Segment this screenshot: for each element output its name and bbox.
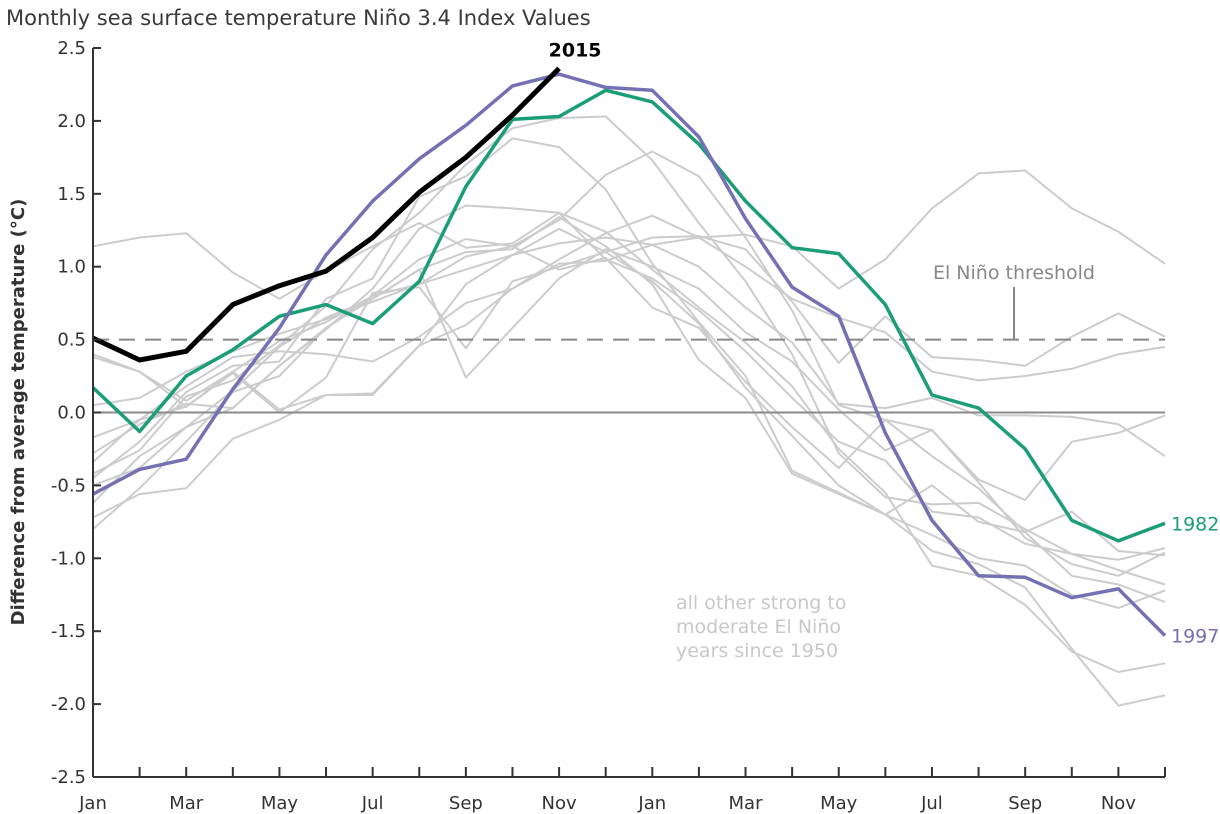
series-label-1982: 1982 <box>1171 513 1219 535</box>
series-line-other-6 <box>92 137 1166 557</box>
y-tick-label: -2.5 <box>51 767 86 788</box>
other-years-note: all other strong to moderate El Niño yea… <box>676 592 853 662</box>
y-tick-label: -1.0 <box>51 548 86 569</box>
series-line-1997 <box>92 72 1167 637</box>
series-line-other-7 <box>92 115 1166 561</box>
x-tick-label: Jul <box>361 793 384 814</box>
series-line-other-9 <box>92 216 1166 707</box>
x-axis-ticks: Jan Mar May Jul Sep Nov Jan Mar May Jul Sep Nov <box>78 767 1166 814</box>
y-tick-label: 0.0 <box>57 403 86 424</box>
other-years-note-line-1: all other strong to <box>676 592 846 614</box>
y-tick-label: -2.0 <box>51 694 86 715</box>
series-line-other-2 <box>92 227 1166 609</box>
y-tick-label: -1.5 <box>51 621 86 642</box>
x-tick-label: Jan <box>78 793 107 814</box>
x-tick-label: May <box>820 793 858 814</box>
series-line-other-5 <box>92 150 1166 577</box>
x-tick-label: Jan <box>637 793 666 814</box>
other-years-note-line-3: years since 1950 <box>676 640 838 662</box>
series-line-other-10 <box>92 235 1166 414</box>
x-tick-label: Nov <box>542 793 577 814</box>
y-axis-ticks: -2.5 -2.0 -1.5 -1.0 -0.5 0.0 0.5 1.0 1.5 2.0 2.5 <box>51 38 101 788</box>
series-line-other-4 <box>92 169 1166 519</box>
other-years-note-line-2: moderate El Niño <box>676 616 841 638</box>
y-tick-label: 2.0 <box>57 111 86 132</box>
y-tick-label: 0.5 <box>57 330 86 351</box>
series-label-2015: 2015 <box>549 39 602 61</box>
x-tick-label: Jul <box>920 793 943 814</box>
highlighted-years-lines <box>91 66 1167 637</box>
series-line-other-13 <box>92 248 1166 501</box>
x-tick-label: May <box>261 793 299 814</box>
y-tick-label: 1.0 <box>57 257 86 278</box>
x-tick-label: Nov <box>1101 793 1136 814</box>
series-line-other-1 <box>92 211 1166 673</box>
y-tick-label: -0.5 <box>51 475 86 496</box>
series-line-2015 <box>91 66 561 363</box>
x-tick-label: Mar <box>169 793 204 814</box>
series-line-other-3 <box>92 214 1166 439</box>
threshold-label: El Niño threshold <box>933 262 1095 284</box>
x-tick-label: Sep <box>449 793 483 814</box>
series-label-1997: 1997 <box>1171 626 1219 648</box>
y-tick-label: 2.5 <box>57 38 86 59</box>
other-years-lines <box>92 115 1166 707</box>
x-tick-label: Mar <box>729 793 764 814</box>
series-line-other-11 <box>92 238 1166 603</box>
y-tick-label: 1.5 <box>57 184 86 205</box>
x-tick-label: Sep <box>1008 793 1042 814</box>
series-line-1982 <box>91 88 1166 543</box>
chart-title: Monthly sea surface temperature Niño 3.4… <box>6 6 591 30</box>
y-axis-label: Difference from average temperature (°C) <box>8 199 29 626</box>
